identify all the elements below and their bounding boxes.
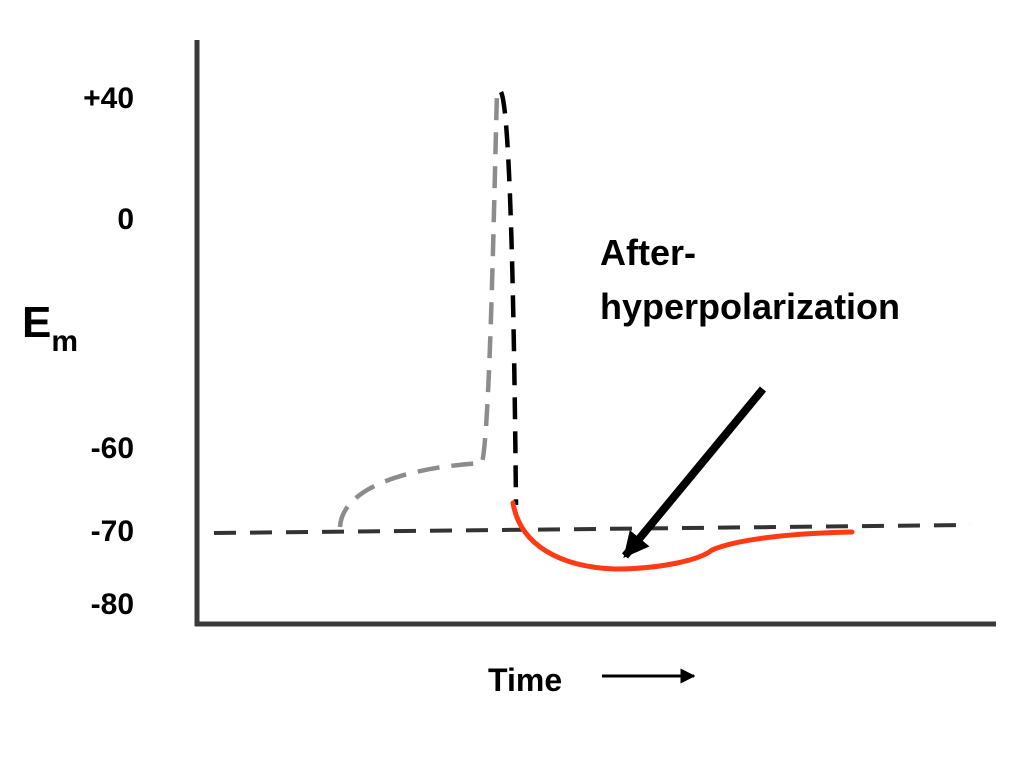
y-tick-0: 0 bbox=[117, 203, 134, 236]
y-tick-plus40: +40 bbox=[83, 82, 134, 115]
y-axis-label: Em bbox=[22, 298, 78, 359]
y-axis-label-main: E bbox=[22, 298, 52, 347]
falling-phase-curve bbox=[498, 91, 519, 506]
annotation-line-2: hyperpolarization bbox=[600, 286, 901, 327]
resting-potential-line bbox=[213, 523, 971, 535]
after-hyperpolarization-curve bbox=[510, 500, 855, 572]
y-tick-minus60: -60 bbox=[90, 432, 134, 465]
x-axis-label: Time bbox=[488, 662, 563, 698]
y-tick-minus70: -70 bbox=[90, 515, 134, 548]
annotation-label: After- hyperpolarization bbox=[600, 226, 900, 334]
rising-phase-curve bbox=[337, 91, 500, 528]
y-tick-minus80: -80 bbox=[90, 588, 134, 621]
annotation-arrow bbox=[621, 386, 767, 559]
annotation-line-1: After- bbox=[600, 232, 696, 273]
y-axis-label-subscript: m bbox=[51, 325, 79, 358]
